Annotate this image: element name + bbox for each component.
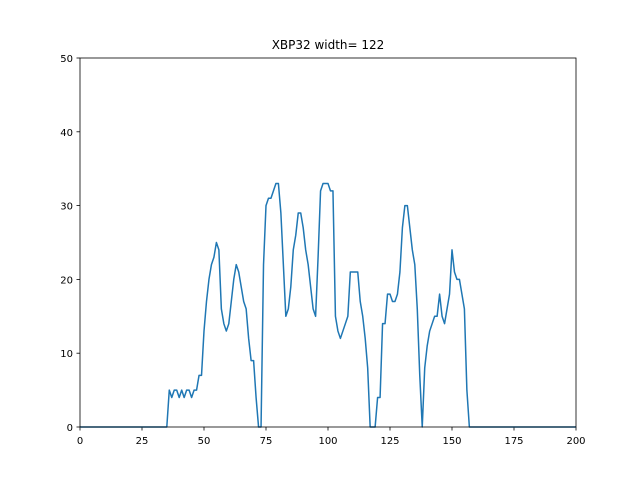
x-tick-label: 25 xyxy=(136,436,149,447)
y-tick-label: 40 xyxy=(60,128,73,139)
chart-title: XBP32 width= 122 xyxy=(272,38,385,52)
y-tick-label: 50 xyxy=(60,54,73,65)
x-tick-label: 200 xyxy=(566,436,585,447)
x-tick-label: 125 xyxy=(380,436,399,447)
data-line xyxy=(80,182,576,428)
y-tick-label: 20 xyxy=(60,275,73,286)
plot-frame xyxy=(79,57,577,428)
x-tick-label: 100 xyxy=(318,436,337,447)
x-tick-label: 0 xyxy=(77,436,83,447)
x-tick-label: 175 xyxy=(504,436,523,447)
x-tick-label: 50 xyxy=(198,436,211,447)
y-tick-label: 30 xyxy=(60,202,73,213)
y-tick-label: 10 xyxy=(60,349,73,360)
x-tick-label: 150 xyxy=(442,436,461,447)
x-tick-label: 75 xyxy=(260,436,273,447)
y-tick-label: 0 xyxy=(67,423,73,434)
